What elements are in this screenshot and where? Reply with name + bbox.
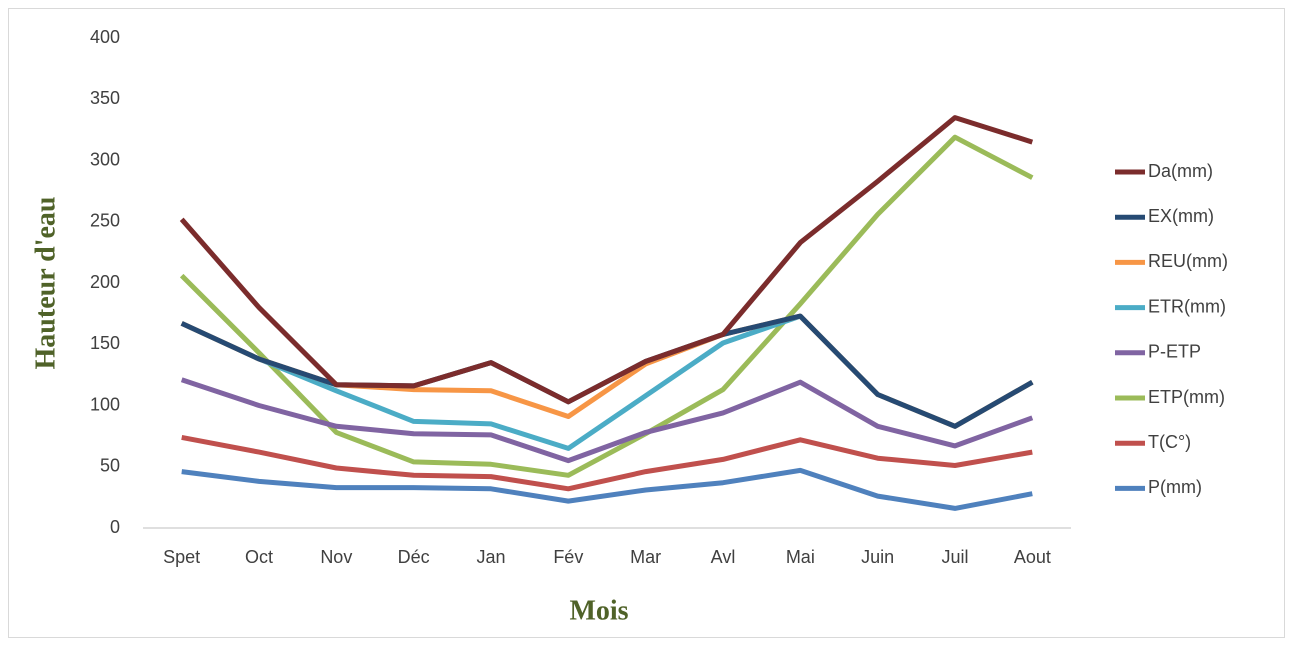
y-tick-label: 50 [100, 456, 120, 476]
legend-label: EX(mm) [1148, 206, 1214, 226]
y-tick-label: 200 [90, 272, 120, 292]
x-tick-label: Spet [163, 547, 200, 567]
series-line [179, 134, 1034, 478]
x-tick-label: Juin [861, 547, 894, 567]
y-tick-label: 250 [90, 211, 120, 231]
x-tick-label: Mai [786, 547, 815, 567]
y-tick-label: 300 [90, 149, 120, 169]
x-tick-label: Avl [711, 547, 736, 567]
y-tick-label: 150 [90, 333, 120, 353]
legend-label: ETR(mm) [1148, 296, 1226, 316]
x-tick-label: Fév [553, 547, 583, 567]
legend-label: T(C°) [1148, 432, 1191, 452]
legend-label: P-ETP [1148, 342, 1201, 362]
chart-border [8, 8, 1285, 638]
x-tick-label: Aout [1014, 547, 1051, 567]
legend-label: ETP(mm) [1148, 387, 1225, 407]
legend-label: REU(mm) [1148, 251, 1228, 271]
x-axis-title: Mois [569, 595, 628, 626]
y-tick-label: 100 [90, 394, 120, 414]
series-line [180, 377, 1034, 464]
y-tick-label: 0 [110, 517, 120, 537]
series-line [181, 434, 1033, 492]
y-tick-label: 400 [90, 27, 120, 47]
x-tick-label: Oct [245, 547, 273, 567]
x-tick-label: Juil [941, 547, 968, 567]
y-axis-title: Hauteur d'eau [30, 197, 61, 370]
series-line [181, 467, 1033, 511]
y-tick-label: 350 [90, 88, 120, 108]
legend-label: P(mm) [1148, 477, 1202, 497]
x-tick-label: Mar [630, 547, 661, 567]
legend-label: Da(mm) [1148, 161, 1213, 181]
x-tick-label: Nov [320, 547, 352, 567]
series-line [179, 115, 1034, 405]
x-tick-label: Déc [398, 547, 430, 567]
x-tick-label: Jan [476, 547, 505, 567]
